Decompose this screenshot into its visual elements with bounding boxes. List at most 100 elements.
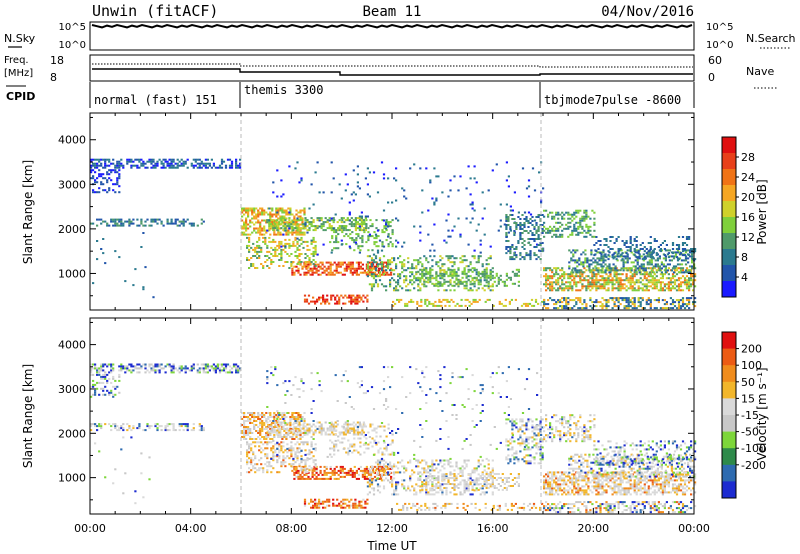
range-time-cell	[561, 217, 564, 220]
range-time-cell	[320, 219, 323, 222]
range-time-cell	[517, 284, 520, 287]
range-time-cell	[465, 284, 468, 287]
range-time-cell	[286, 253, 289, 255]
range-time-cell	[613, 303, 616, 306]
range-time-cell	[332, 294, 335, 297]
range-time-cell	[453, 263, 456, 266]
range-time-cell	[98, 425, 101, 428]
range-time-cell	[94, 158, 97, 161]
range-time-cell	[477, 281, 480, 284]
range-time-cell	[373, 465, 377, 468]
range-time-cell	[106, 365, 109, 368]
range-time-cell	[678, 263, 682, 266]
range-time-cell	[256, 246, 259, 249]
range-time-cell	[607, 246, 610, 248]
range-time-cell	[154, 369, 157, 372]
range-time-cell	[447, 259, 450, 262]
range-time-cell	[526, 302, 530, 305]
range-time-cell	[543, 283, 546, 286]
range-time-cell	[373, 265, 377, 268]
range-time-cell	[543, 225, 546, 228]
range-time-cell	[575, 211, 578, 214]
range-time-cell	[596, 269, 599, 272]
range-time-cell	[90, 363, 93, 366]
range-time-cell	[631, 301, 634, 304]
range-time-cell	[102, 389, 105, 392]
range-time-cell	[345, 267, 348, 270]
range-time-cell	[282, 233, 285, 236]
range-time-cell	[427, 272, 430, 275]
range-time-cell	[578, 269, 581, 272]
range-time-cell	[114, 171, 117, 174]
range-time-cell	[509, 252, 512, 255]
range-time-cell	[617, 248, 620, 250]
range-time-cell	[515, 228, 518, 230]
range-time-cell	[381, 469, 385, 472]
range-time-cell	[659, 244, 662, 246]
range-time-cell	[587, 225, 590, 228]
range-time-cell	[342, 217, 345, 220]
range-time-cell	[453, 268, 456, 271]
range-time-cell	[98, 187, 101, 190]
range-time-cell	[389, 259, 392, 262]
range-time-cell	[577, 209, 580, 212]
range-time-cell	[268, 219, 271, 222]
range-time-cell	[660, 271, 663, 274]
range-time-cell	[210, 365, 213, 368]
range-time-cell	[353, 223, 356, 226]
range-time-cell	[307, 477, 310, 480]
range-time-cell	[479, 272, 482, 275]
range-time-cell	[280, 242, 283, 245]
range-time-cell	[303, 211, 306, 214]
range-time-cell	[466, 298, 469, 301]
range-time-cell	[118, 185, 121, 188]
range-time-cell	[100, 173, 103, 176]
range-time-cell	[281, 438, 284, 440]
range-time-cell	[551, 217, 554, 220]
range-time-cell	[363, 271, 366, 274]
range-time-cell	[136, 166, 139, 169]
range-time-cell	[541, 230, 544, 232]
range-time-cell	[142, 224, 145, 227]
range-time-cell	[256, 253, 259, 255]
range-time-cell	[274, 429, 277, 432]
range-time-cell	[210, 367, 213, 370]
freq-label-1: Freq.	[4, 55, 29, 66]
range-time-cell	[255, 215, 258, 218]
range-time-cell	[365, 471, 368, 474]
range-time-cell	[648, 263, 651, 266]
range-time-cell	[98, 173, 101, 176]
range-time-cell	[621, 285, 624, 288]
range-time-cell	[681, 305, 685, 308]
range-time-cell	[176, 164, 179, 167]
range-time-cell	[633, 238, 636, 240]
range-time-cell	[602, 249, 605, 252]
range-time-cell	[387, 267, 390, 270]
range-time-cell	[241, 424, 244, 426]
range-time-cell	[371, 271, 375, 274]
range-time-cell	[690, 275, 693, 278]
range-time-cell	[551, 289, 554, 292]
range-time-cell	[312, 250, 315, 253]
range-time-cell	[557, 273, 560, 276]
range-time-cell	[634, 265, 637, 268]
range-time-cell	[479, 280, 482, 283]
range-time-cell	[120, 224, 123, 227]
range-time-cell	[419, 273, 422, 276]
range-time-cell	[553, 225, 556, 228]
range-time-cell	[585, 287, 588, 290]
range-time-cell	[314, 302, 317, 305]
range-time-cell	[283, 412, 286, 414]
range-time-cell	[551, 287, 554, 290]
range-time-cell	[387, 221, 390, 224]
range-time-cell	[415, 265, 418, 268]
range-time-cell	[255, 438, 258, 440]
range-time-cell	[252, 265, 255, 267]
range-time-cell	[245, 432, 248, 434]
range-time-cell	[535, 230, 538, 232]
range-time-cell	[489, 289, 492, 292]
range-time-cell	[312, 253, 315, 255]
range-time-cell	[333, 477, 336, 480]
range-time-cell	[202, 363, 205, 366]
range-time-cell	[172, 429, 175, 432]
